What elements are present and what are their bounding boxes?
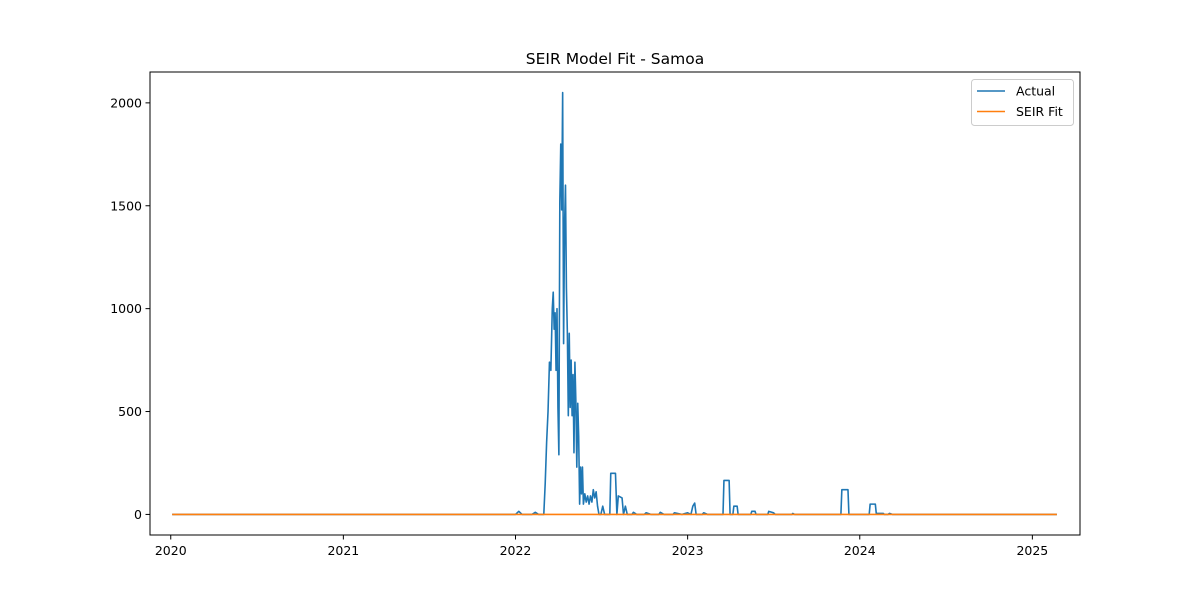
series-layer	[172, 91, 1057, 516]
legend-label-actual: Actual	[1016, 84, 1055, 99]
chart-title: SEIR Model Fit - Samoa	[526, 50, 704, 68]
y-tick-label: 1000	[110, 301, 142, 316]
y-tick-label: 2000	[110, 95, 142, 110]
x-tick-label: 2022	[500, 543, 532, 558]
y-tick-label: 500	[118, 404, 142, 419]
x-tick-label: 2024	[844, 543, 876, 558]
y-tick-label: 1500	[110, 198, 142, 213]
x-tick-label: 2020	[155, 543, 187, 558]
legend-label-seir-fit: SEIR Fit	[1016, 104, 1063, 119]
x-tick-label: 2021	[327, 543, 359, 558]
plot-frame	[149, 71, 1081, 536]
axes-layer: 2020 2021 2022 2023 2024 2025 0 500 1000 1500 2000	[110, 71, 1081, 558]
x-tick-label: 2023	[672, 543, 704, 558]
y-tick-label: 0	[134, 507, 142, 522]
x-tick-label: 2025	[1016, 543, 1048, 558]
legend: Actual SEIR Fit	[971, 79, 1074, 126]
